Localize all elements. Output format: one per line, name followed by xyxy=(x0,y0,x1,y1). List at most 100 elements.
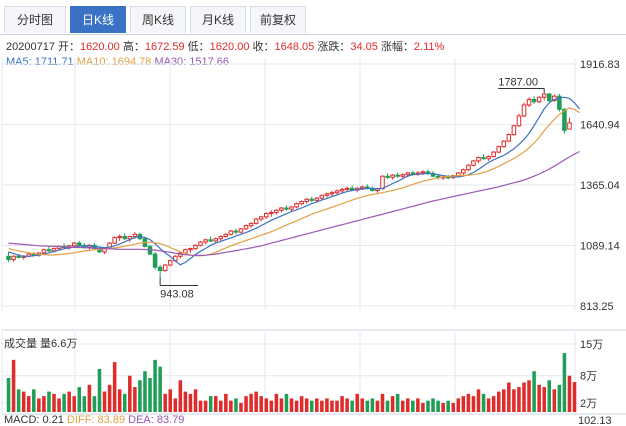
candle-body xyxy=(496,146,501,153)
volume-bar xyxy=(481,393,486,412)
candle-body xyxy=(420,171,426,174)
volume-bar xyxy=(92,396,97,412)
volume-bar xyxy=(552,389,557,412)
volume-bar xyxy=(517,387,521,412)
price-axis-label: 813.25 xyxy=(580,301,614,313)
volume-bar xyxy=(219,400,223,412)
candle-body xyxy=(461,169,466,174)
candle-body xyxy=(284,207,289,210)
volume-bar xyxy=(557,384,562,412)
volume-bar xyxy=(148,378,152,412)
volume-bar xyxy=(315,398,319,412)
volume-bar xyxy=(264,398,269,412)
volume-bar xyxy=(466,393,471,412)
candle-body xyxy=(294,203,299,208)
price-axis-label: 1640.94 xyxy=(580,119,620,131)
candle-body xyxy=(344,187,350,190)
candle-body xyxy=(269,211,274,215)
candle-body xyxy=(238,228,244,233)
low-annotation: 943.08 xyxy=(160,289,194,301)
volume-bar xyxy=(178,380,183,412)
info-change-label: 涨跌： xyxy=(317,41,351,53)
candle-body xyxy=(395,174,400,177)
candle-body xyxy=(71,242,77,247)
ma30-legend: MA30: 1517.66 xyxy=(154,56,230,68)
volume-bar xyxy=(451,402,456,412)
candle-body xyxy=(309,198,315,201)
volume-bar xyxy=(168,389,173,412)
volume-bar xyxy=(572,382,577,412)
info-high: 1672.59 xyxy=(144,41,185,53)
volume-bar xyxy=(153,359,157,412)
volume-bar xyxy=(491,396,496,412)
volume-bar xyxy=(426,400,430,412)
volume-bar xyxy=(411,400,415,412)
volume-bar xyxy=(547,380,552,412)
tab-monthly-k[interactable]: 月K线 xyxy=(190,6,246,33)
volume-bar xyxy=(188,393,193,412)
candle-body xyxy=(557,95,562,110)
volume-bar xyxy=(138,380,142,412)
volume-bar xyxy=(456,398,461,412)
candle-body xyxy=(132,233,138,238)
volume-bar xyxy=(112,362,117,412)
volume-bar xyxy=(117,389,122,412)
volume-bar xyxy=(335,400,339,412)
candle-body xyxy=(289,206,294,210)
volume-bar xyxy=(380,393,385,412)
candle-body xyxy=(531,98,537,103)
volume-bar xyxy=(133,387,137,412)
volume-bar xyxy=(436,400,440,412)
volume-bar xyxy=(128,375,132,412)
volume-bar xyxy=(375,400,380,412)
tab-weekly-k[interactable]: 周K线 xyxy=(130,6,186,33)
info-pct-label: 涨幅： xyxy=(380,41,414,53)
volume-bar xyxy=(279,398,284,412)
info-change: 34.05 xyxy=(350,41,378,53)
candle-body xyxy=(400,174,405,177)
volume-bar xyxy=(57,398,61,412)
volume-bar xyxy=(6,378,11,412)
candle-body xyxy=(274,209,279,213)
volume-label: 成交量 量6.6万 xyxy=(4,338,78,350)
volume-bar xyxy=(502,389,506,412)
candle-body xyxy=(203,239,208,243)
volume-bar xyxy=(284,393,289,412)
candle-body xyxy=(223,233,229,238)
volume-bar xyxy=(37,398,41,412)
tab-daily-k[interactable]: 日K线 xyxy=(70,6,126,33)
candle-body xyxy=(51,248,57,252)
volume-bar xyxy=(224,393,228,412)
candle-body xyxy=(466,164,471,171)
volume-bar xyxy=(370,398,375,412)
candle-body xyxy=(127,236,133,240)
info-open-label: 开： xyxy=(58,41,81,53)
candle-body xyxy=(11,255,16,261)
candle-body xyxy=(476,157,481,162)
candle-body xyxy=(218,236,224,240)
volume-bar xyxy=(234,398,238,412)
volume-bar xyxy=(496,391,501,412)
volume-bar xyxy=(320,400,324,412)
volume-bar xyxy=(32,389,36,412)
volume-bar xyxy=(385,400,390,412)
volume-bar xyxy=(198,400,203,412)
tab-intraday[interactable]: 分时图 xyxy=(4,6,66,33)
volume-bar xyxy=(461,396,466,412)
candle-body xyxy=(481,157,486,160)
volume-bar xyxy=(350,400,354,412)
volume-bar xyxy=(405,398,410,412)
axis-labels: 1916.83 1640.94 1365.04 1089.14 813.25 15万 8万 2… xyxy=(578,59,620,426)
macd-legend: MACD: 0.21 DIFF: 83.89 DEA: 83.79 xyxy=(4,414,184,426)
volume-bar xyxy=(239,402,243,412)
volume-bar xyxy=(289,398,294,412)
candle-body xyxy=(501,140,507,148)
candle-body xyxy=(329,192,335,195)
volume-bar xyxy=(507,382,511,412)
tab-forward-adjusted[interactable]: 前复权 xyxy=(250,6,306,33)
volume-bar xyxy=(229,400,233,412)
volume-bar xyxy=(87,384,92,412)
volume-bar xyxy=(193,389,198,412)
volume-bar xyxy=(102,391,107,412)
